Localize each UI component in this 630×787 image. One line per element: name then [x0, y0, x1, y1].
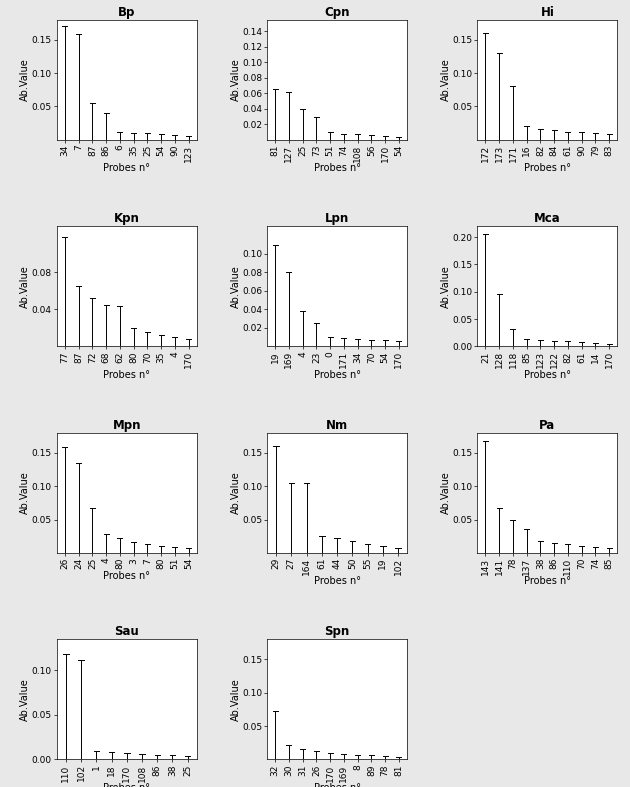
Y-axis label: Ab.Value: Ab.Value — [231, 265, 241, 308]
Y-axis label: Ab.Value: Ab.Value — [231, 58, 241, 101]
X-axis label: Probes n°: Probes n° — [524, 576, 571, 586]
Y-axis label: Ab.Value: Ab.Value — [441, 58, 451, 101]
Y-axis label: Ab.Value: Ab.Value — [441, 471, 451, 514]
X-axis label: Probes n°: Probes n° — [103, 163, 151, 173]
Title: Mca: Mca — [534, 212, 561, 225]
Title: Kpn: Kpn — [114, 212, 140, 225]
Title: Mpn: Mpn — [113, 419, 141, 431]
Title: Nm: Nm — [326, 419, 348, 431]
Y-axis label: Ab.Value: Ab.Value — [441, 265, 451, 308]
Y-axis label: Ab.Value: Ab.Value — [20, 471, 30, 514]
X-axis label: Probes n°: Probes n° — [524, 163, 571, 173]
Y-axis label: Ab.Value: Ab.Value — [20, 58, 30, 101]
Y-axis label: Ab.Value: Ab.Value — [231, 678, 241, 721]
X-axis label: Probes n°: Probes n° — [524, 370, 571, 380]
X-axis label: Probes n°: Probes n° — [314, 370, 360, 380]
X-axis label: Probes n°: Probes n° — [103, 571, 151, 581]
X-axis label: Probes n°: Probes n° — [314, 783, 360, 787]
Title: Lpn: Lpn — [325, 212, 349, 225]
Y-axis label: Ab.Value: Ab.Value — [231, 471, 241, 514]
Title: Pa: Pa — [539, 419, 556, 431]
Title: Bp: Bp — [118, 6, 135, 19]
X-axis label: Probes n°: Probes n° — [314, 576, 360, 586]
X-axis label: Probes n°: Probes n° — [103, 783, 151, 787]
Title: Hi: Hi — [541, 6, 554, 19]
Title: Sau: Sau — [115, 625, 139, 638]
Y-axis label: Ab.Value: Ab.Value — [20, 678, 30, 721]
X-axis label: Probes n°: Probes n° — [103, 370, 151, 380]
Title: Cpn: Cpn — [324, 6, 350, 19]
X-axis label: Probes n°: Probes n° — [314, 163, 360, 173]
Title: Spn: Spn — [324, 625, 350, 638]
Y-axis label: Ab.Value: Ab.Value — [20, 265, 30, 308]
